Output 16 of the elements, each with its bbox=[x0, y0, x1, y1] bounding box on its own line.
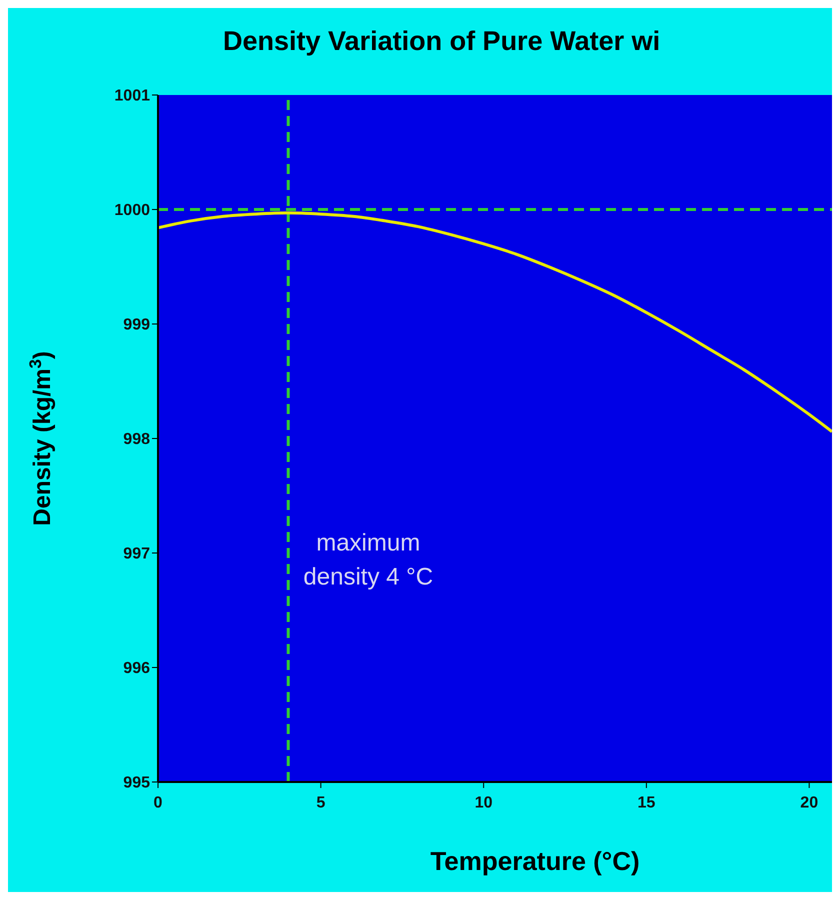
x-tick-label: 15 bbox=[638, 794, 656, 812]
x-tick-label: 0 bbox=[154, 794, 163, 812]
x-axis-title: Temperature (°C) bbox=[430, 846, 640, 876]
y-tick-label: 997 bbox=[123, 546, 150, 563]
x-tick-label: 20 bbox=[800, 794, 818, 812]
y-tick-label: 1001 bbox=[114, 88, 150, 105]
x-tick-label: 5 bbox=[316, 794, 326, 812]
chart-title: Density Variation of Pure Water wi bbox=[223, 26, 660, 57]
annotation: maximum density 4 °C bbox=[303, 529, 434, 590]
line-series bbox=[158, 211, 832, 434]
y-tick-label: 1000 bbox=[114, 202, 150, 220]
y-tick-label: 995 bbox=[123, 774, 150, 792]
y-tick-label: 999 bbox=[123, 316, 150, 334]
y-tick-label: 998 bbox=[123, 431, 150, 448]
x-tick-label: 10 bbox=[474, 794, 493, 812]
y-tick-label: 996 bbox=[123, 660, 150, 678]
